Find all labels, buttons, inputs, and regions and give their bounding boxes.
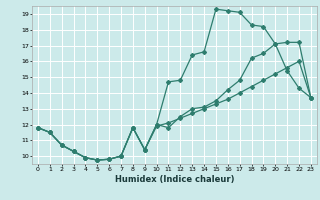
X-axis label: Humidex (Indice chaleur): Humidex (Indice chaleur) <box>115 175 234 184</box>
